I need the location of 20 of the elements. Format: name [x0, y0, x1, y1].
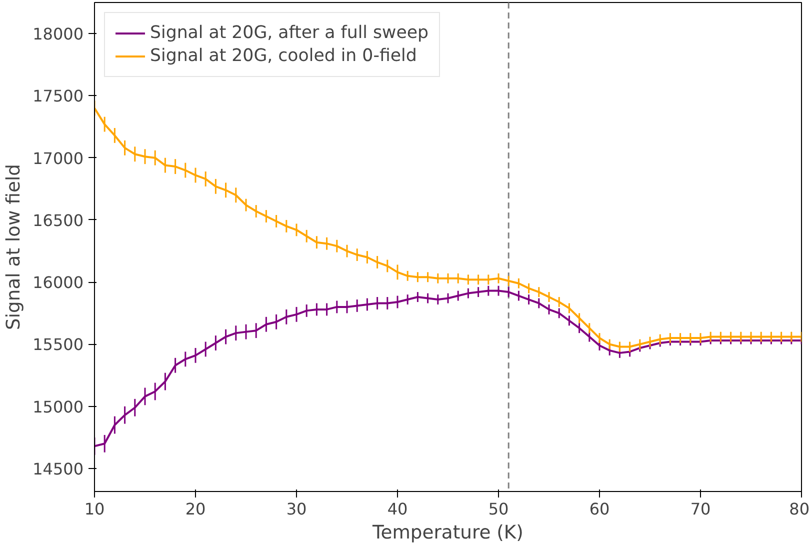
x-tick-label: 20 — [185, 500, 206, 518]
x-axis-title: Temperature (K) — [372, 522, 524, 544]
y-tick-label: 18000 — [32, 24, 84, 44]
x-tick-label: 50 — [488, 500, 509, 518]
x-tick-label: 60 — [589, 500, 610, 518]
y-tick-label: 15500 — [32, 335, 84, 354]
legend-label: Signal at 20G, after a full sweep — [150, 23, 429, 43]
y-axis-title: Signal at low field — [4, 164, 25, 330]
x-tick-label: 10 — [84, 500, 105, 518]
legend-label: Signal at 20G, cooled in 0-field — [150, 46, 417, 66]
x-tick-label: 30 — [286, 500, 307, 518]
x-tick-label: 70 — [690, 500, 711, 518]
y-tick-label: 16000 — [32, 273, 84, 292]
y-tick-label: 17000 — [32, 148, 84, 168]
y-tick-label: 16500 — [32, 210, 84, 230]
x-tick-label: 40 — [387, 500, 408, 518]
y-tick-label: 17500 — [32, 86, 84, 106]
x-tick-label: 80 — [789, 500, 809, 518]
y-tick-label: 14500 — [32, 460, 84, 479]
y-tick-label: 15000 — [32, 397, 84, 416]
